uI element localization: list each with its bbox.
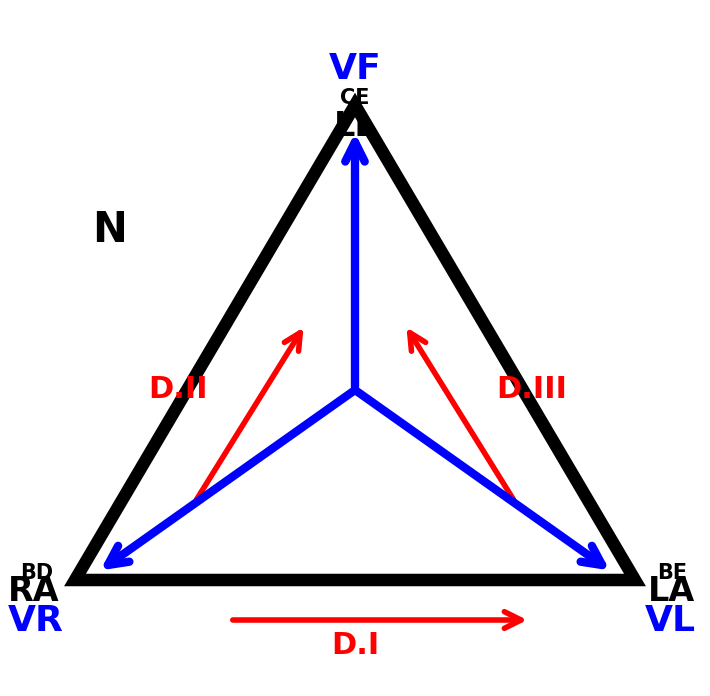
Text: D.II: D.II bbox=[148, 376, 208, 404]
Text: VL: VL bbox=[645, 604, 696, 638]
Text: D.III: D.III bbox=[496, 376, 567, 404]
Text: RA: RA bbox=[8, 575, 60, 608]
Text: CE: CE bbox=[340, 88, 370, 108]
Text: VR: VR bbox=[8, 604, 64, 638]
Text: VF: VF bbox=[329, 52, 381, 86]
Text: N: N bbox=[92, 209, 127, 251]
Text: BE: BE bbox=[657, 563, 687, 583]
Text: BD: BD bbox=[20, 563, 53, 583]
Text: LA: LA bbox=[648, 575, 695, 608]
Text: LL: LL bbox=[334, 110, 376, 143]
Text: D.I: D.I bbox=[331, 631, 379, 660]
